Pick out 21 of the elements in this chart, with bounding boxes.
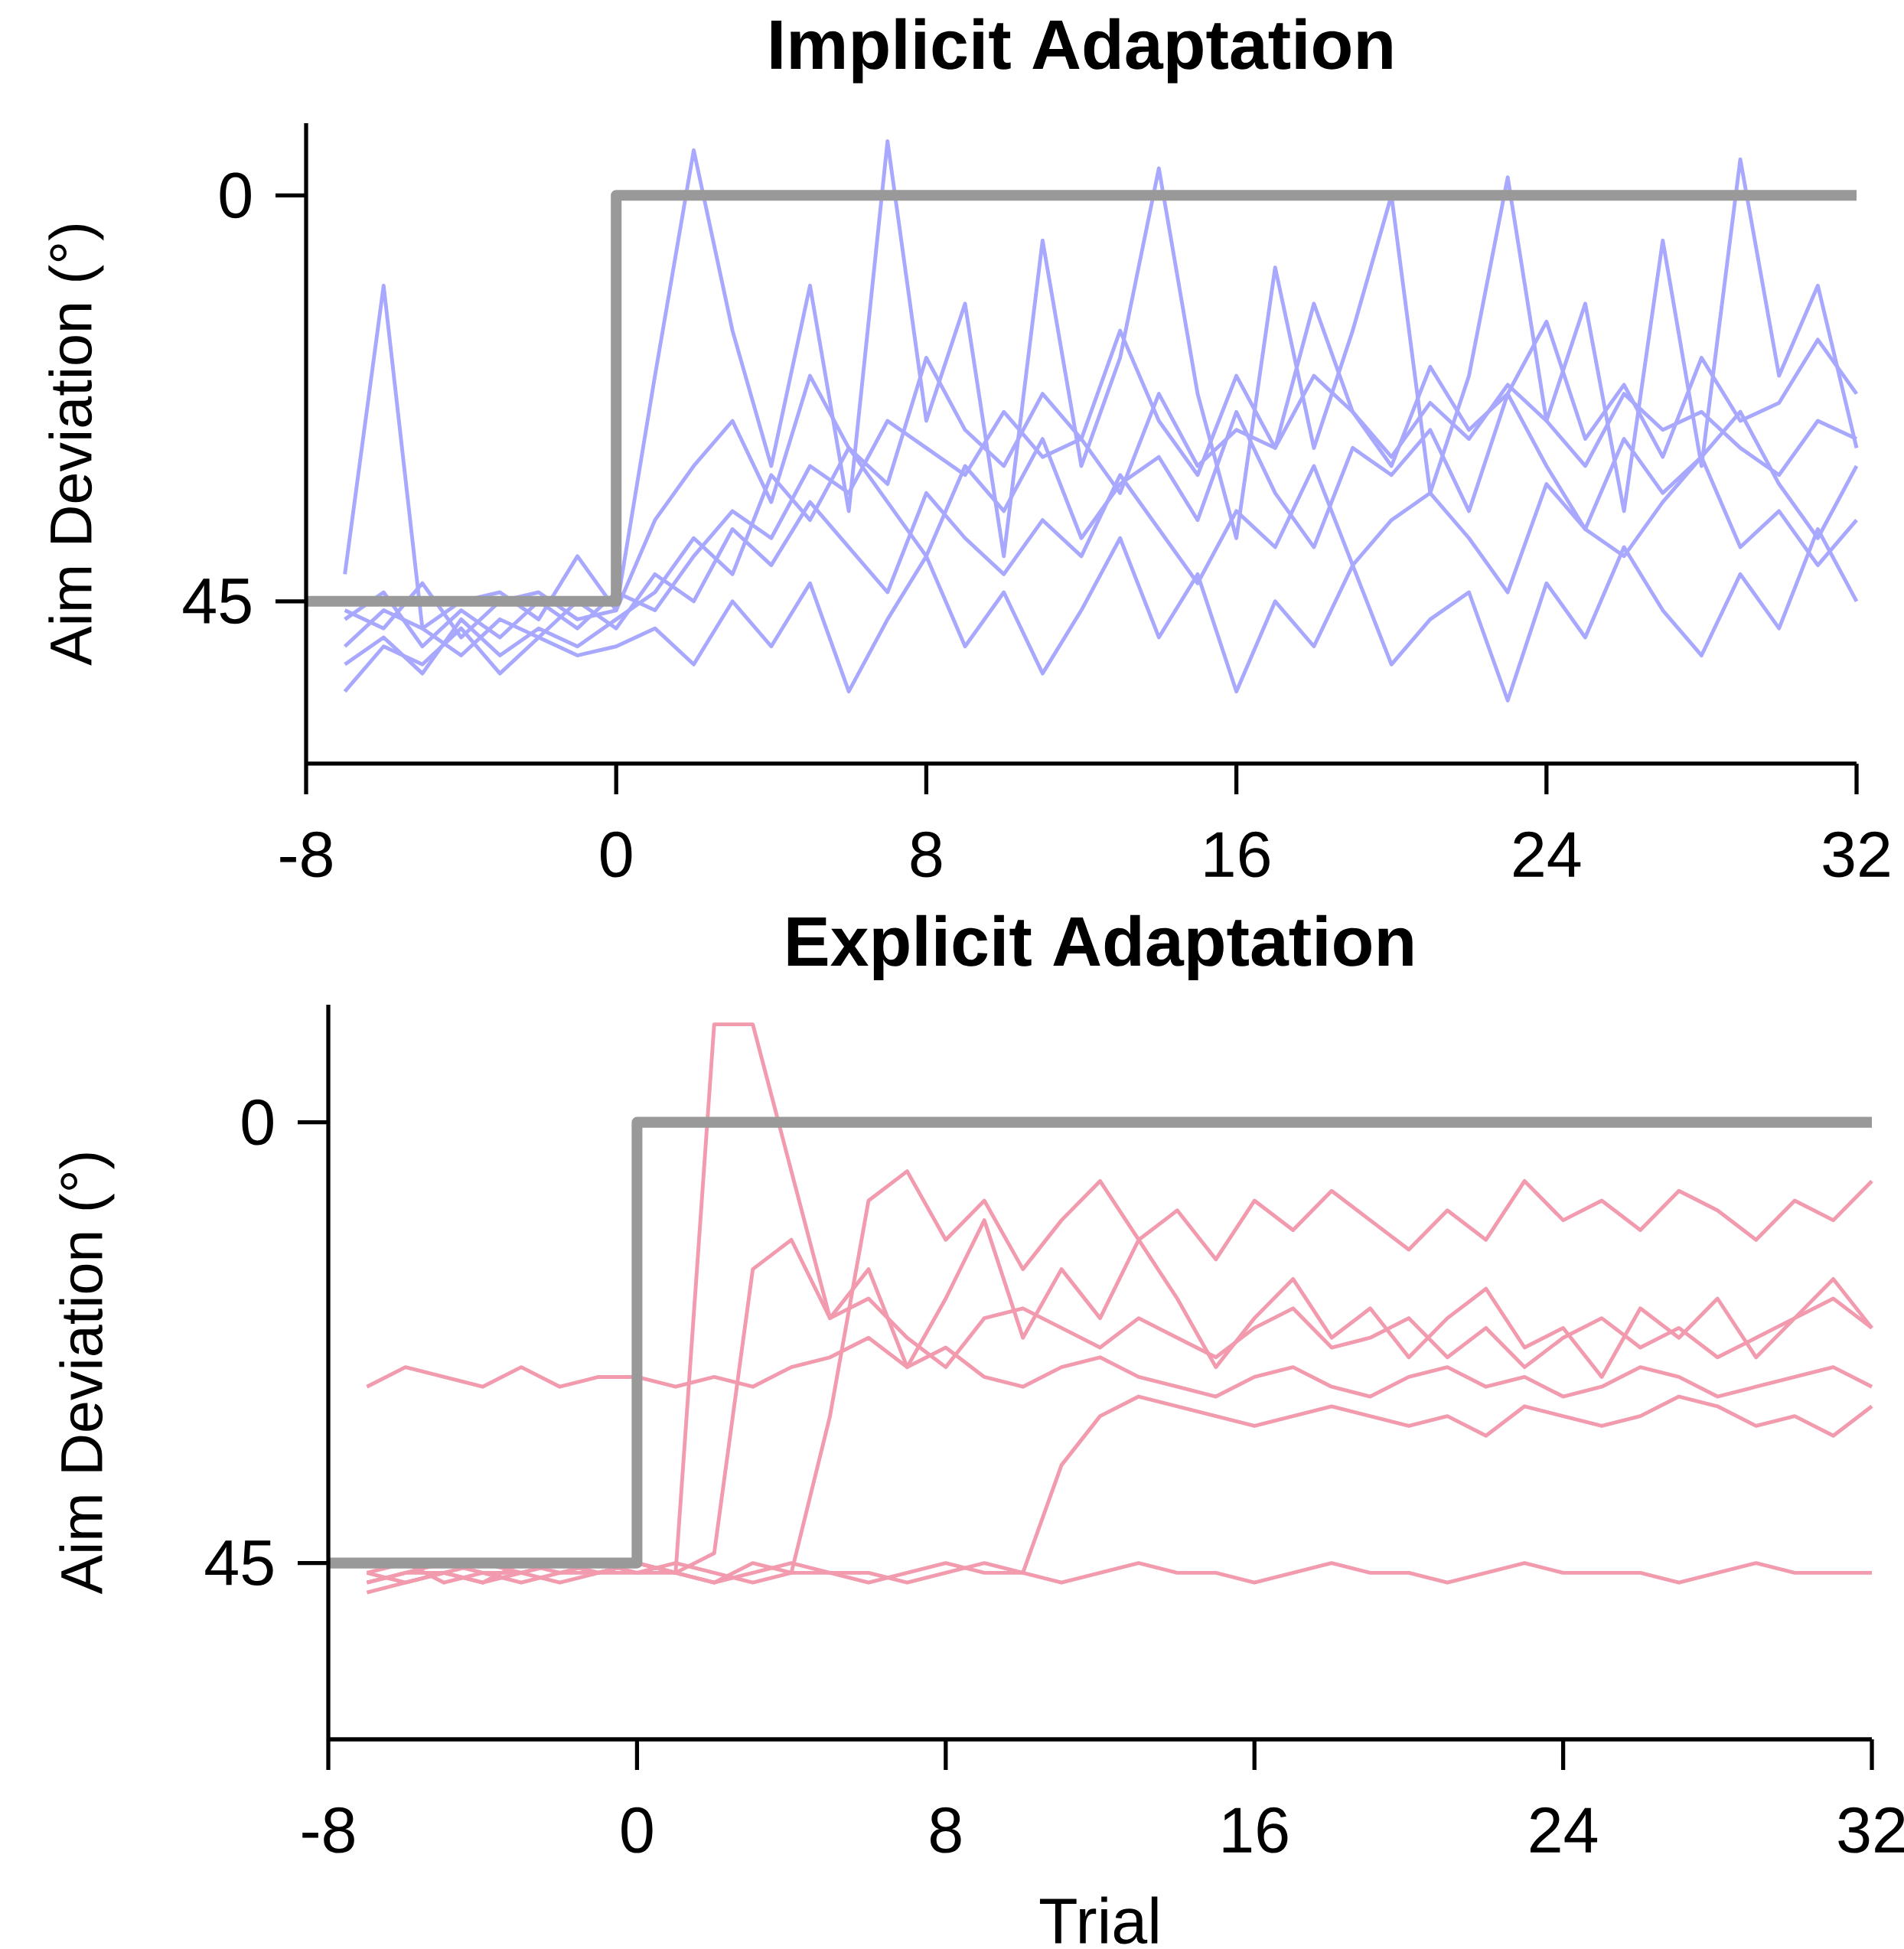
y-tick-label: 0 <box>242 1099 273 1146</box>
chart-title: Explicit Adaptation <box>787 914 1413 980</box>
x-tick-label: 16 <box>1205 831 1270 878</box>
x-tick-label: 24 <box>1514 831 1581 877</box>
y-axis-title: Aim Deviation (°) <box>59 1153 115 1595</box>
x-axis-title: Trial <box>1039 1896 1158 1944</box>
y-tick-label: 45 <box>205 1540 273 1586</box>
chart-title: Implicit Adaptation <box>771 18 1392 83</box>
x-tick-label: 32 <box>1823 831 1889 878</box>
x-tick-label: -8 <box>280 831 332 878</box>
x-tick-label: 8 <box>930 1807 961 1853</box>
x-tick-label: 0 <box>601 831 632 878</box>
x-tick-label: 0 <box>621 1807 653 1853</box>
x-tick-label: 24 <box>1530 1807 1598 1853</box>
x-tick-label: 8 <box>911 831 942 878</box>
x-tick-label: 16 <box>1223 1807 1288 1853</box>
y-axis-title: Aim Deviation (°) <box>48 224 104 666</box>
x-tick-label: -8 <box>302 1807 354 1853</box>
y-tick-label: 45 <box>183 579 251 624</box>
y-tick-label: 0 <box>220 172 251 219</box>
x-tick-label: 32 <box>1838 1807 1904 1853</box>
